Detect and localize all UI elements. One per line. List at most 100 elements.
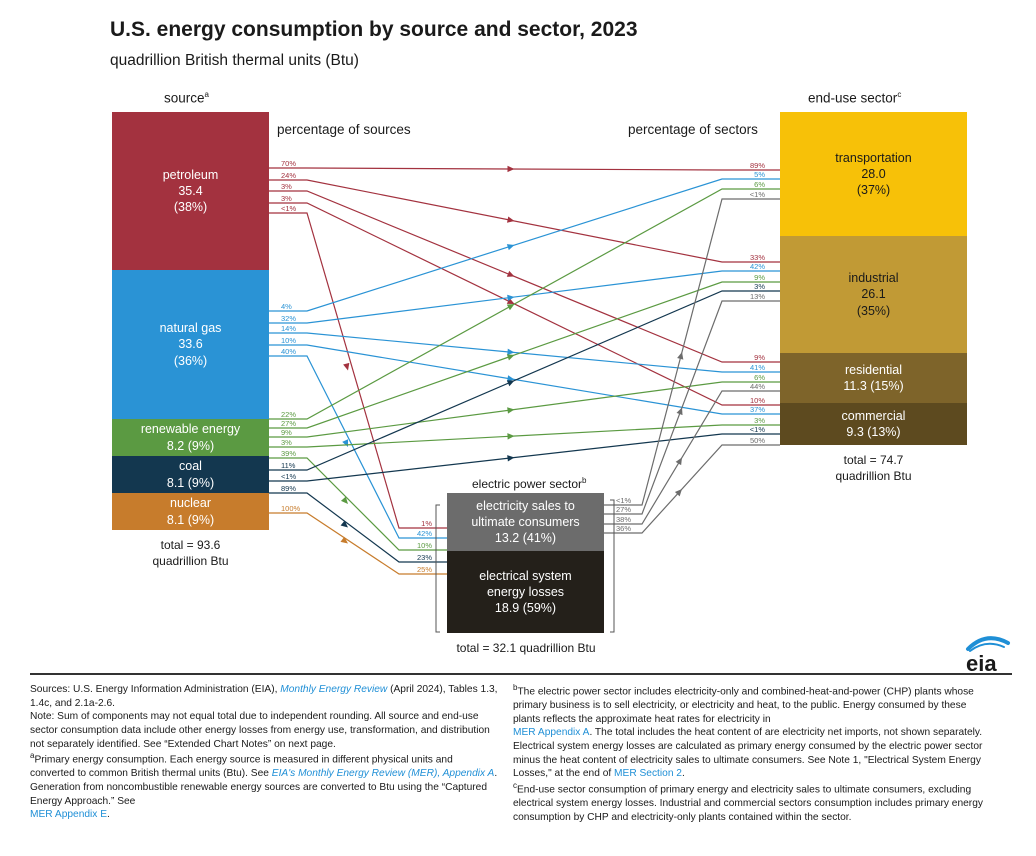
flow-gas-to-commercial [269,344,780,415]
flow-renew-to-electric [269,457,447,551]
pct-gas-commercial-dst: 37% [750,405,765,414]
source-nuclear: nuclear 8.1 (9%) [112,493,269,530]
pct-gas-industrial-src: 32% [281,314,296,323]
pct-sales-commercial-dst: 50% [750,436,765,445]
arrowhead-coal-to-industrial [506,380,515,387]
sector-header: end-use sectorc [808,90,902,106]
pct-gas-industrial-dst: 42% [750,262,765,271]
pct-coal-electric-src: 89% [281,484,296,493]
pct-renew-electric-src: 39% [281,449,296,458]
flow-coal-to-electric [269,492,447,563]
pct-gas-electric-src: 40% [281,347,296,356]
pct-renew-residential-src: 9% [281,428,292,437]
pct-sales-commercial-src: 36% [616,524,631,533]
nuclear-label: nuclear [170,496,211,511]
arrowhead-renew-to-residential [507,407,515,414]
pct-sources-header: percentage of sources [277,122,411,137]
sources-note: Sources: U.S. Energy Information Adminis… [30,684,498,709]
source-renewable: renewable energy 8.2 (9%) [112,419,269,456]
pct-renew-industrial-src: 27% [281,419,296,428]
flow-petroleum-to-industrial [269,179,780,263]
source-header: sourcea [164,90,209,106]
arrowhead-coal-to-commercial [507,455,515,462]
mer-link[interactable]: Monthly Energy Review [280,684,388,695]
footer-divider [30,673,1012,675]
commercial-label: commercial [841,408,906,423]
arrowhead-petroleum-to-electric [343,362,350,371]
pct-coal-industrial-src: 11% [281,461,296,470]
mer-appendix-a-link-2[interactable]: MER Appendix A [513,727,590,739]
pct-petroleum-transport-dst: 89% [750,161,765,170]
arrowhead-sales-to-industrial [676,407,683,416]
pct-sectors-header: percentage of sectors [628,122,758,137]
arrowhead-gas-to-electric [342,439,349,447]
pct-renew-industrial-dst: 9% [754,273,765,282]
sector-transportation: transportation 28.0 (37%) [780,112,967,236]
pct-nuclear-electric-src: 100% [281,504,301,513]
notes-right: bThe electric power sector includes elec… [513,683,983,825]
electrical-losses-value: 18.9 (59%) [494,601,557,616]
residential-value: 11.3 (15%) [843,379,904,393]
arrowhead-renew-to-industrial [506,354,515,361]
renewable-label: renewable energy [140,422,241,437]
flow-petroleum-to-transport [269,167,780,171]
flow-renew-to-residential [269,381,780,438]
pct-renew-transport-src: 22% [281,410,296,419]
source-petroleum: petroleum 35.4 (38%) [112,112,269,270]
source-total: total = 93.6 quadrillion Btu [152,538,229,569]
pct-coal-commercial-dst: <1% [750,425,766,434]
electricity-sales-label: electricity sales to ultimate consumers [471,498,580,529]
pct-sales-industrial-dst: 13% [750,292,765,301]
pct-petroleum-electric-dst: 1% [421,519,432,528]
source-coal: coal 8.1 (9%) [112,456,269,493]
pct-petroleum-residential-dst: 9% [754,353,765,362]
pct-petroleum-transport-src: 70% [281,159,296,168]
flow-sales-to-transport [604,198,780,506]
pct-petroleum-commercial-src: 3% [281,194,292,203]
pct-petroleum-industrial-dst: 33% [750,253,765,262]
petroleum-label: petroleum [162,167,219,182]
pct-nuclear-electric-dst: 25% [417,565,432,574]
mer-appendix-a-link[interactable]: EIA's Monthly Energy Review (MER), Appen… [271,768,495,780]
pct-petroleum-commercial-dst: 10% [750,396,765,405]
arrowhead-sales-to-residential [675,457,682,466]
arrowhead-renew-to-commercial [507,433,515,440]
page-title: U.S. energy consumption by source and se… [110,18,638,41]
arrowhead-gas-to-industrial [507,294,515,302]
industrial-label: industrial [848,271,899,286]
eia-logo: eia [966,636,1010,673]
pct-petroleum-industrial-src: 24% [281,171,296,180]
electric-bracket-left [435,504,440,633]
transportation-value: 28.0 [861,166,886,181]
arrowhead-nuclear-to-electric [340,536,348,544]
notes-left: Sources: U.S. Energy Information Adminis… [30,683,500,822]
mer-section-2-link[interactable]: MER Section 2 [614,768,682,780]
coal-value: 8.1 (9%) [166,475,215,490]
arrowhead-sales-to-commercial [674,489,682,497]
arrowhead-petroleum-to-residential [506,270,515,277]
mer-appendix-e-link[interactable]: MER Appendix E [30,809,108,821]
pct-gas-transport-dst: 5% [754,170,765,179]
sector-total: total = 74.7 quadrillion Btu [835,453,912,484]
pct-renew-transport-dst: 6% [754,180,765,189]
pct-sales-residential-dst: 44% [750,382,765,391]
pct-gas-residential-src: 14% [281,324,296,333]
flow-gas-to-electric [269,355,447,539]
pct-sales-transport-src: <1% [616,496,632,505]
arrowhead-renew-to-electric [340,496,348,504]
arrowhead-gas-to-residential [507,348,515,356]
natural-gas-label: natural gas [159,321,222,336]
pct-petroleum-electric-src: <1% [281,204,297,213]
arrowhead-petroleum-to-transport [507,165,515,173]
sector-industrial: industrial 26.1 (35%) [780,236,967,353]
transportation-label: transportation [835,150,912,165]
transportation-share: (37%) [856,183,891,198]
sector-residential: residential 11.3 (15%) [780,353,967,403]
flow-petroleum-to-electric [269,212,447,529]
petroleum-share: (38%) [173,200,208,215]
arrowhead-gas-to-transport [506,244,515,251]
flow-nuclear-to-electric [269,512,447,575]
electric-power-header: electric power sectorb [472,476,587,491]
arrowhead-sales-to-transport [677,352,684,360]
